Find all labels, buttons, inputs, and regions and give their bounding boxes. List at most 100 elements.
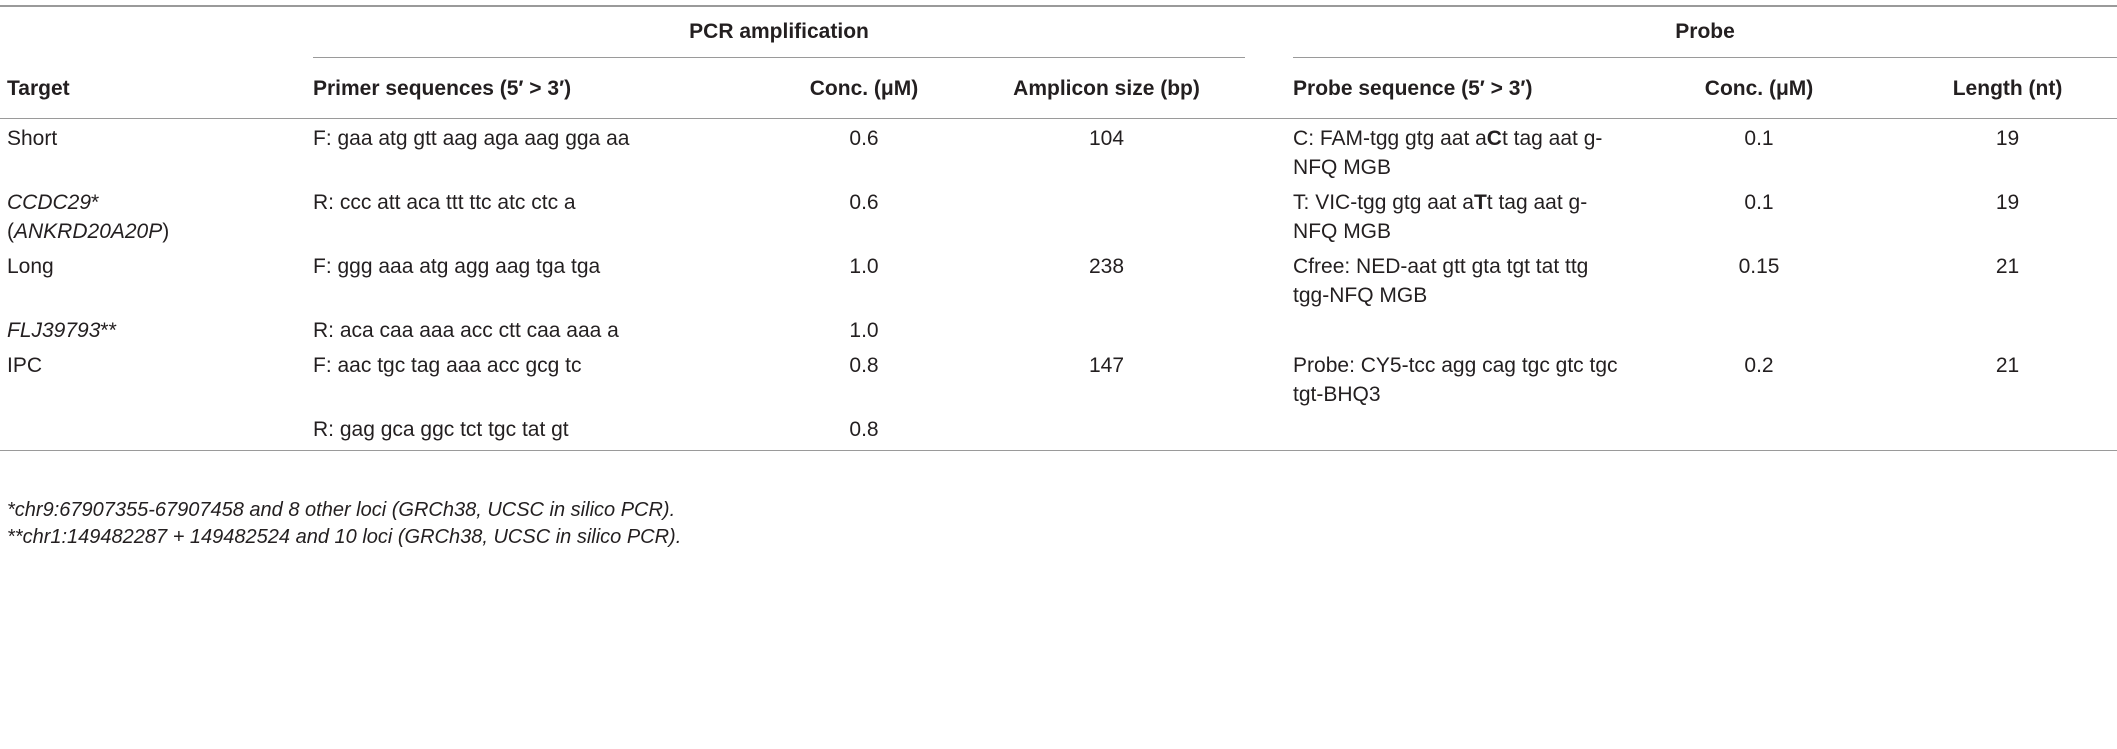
table-cell: FLJ39793** <box>0 311 313 346</box>
text-segment: ANKRD20A20P <box>14 220 163 243</box>
column-header: Conc. (μM) <box>760 58 968 119</box>
cell-text: Probe: CY5-tcc agg cag tgc gtc tgc tgt-B… <box>1293 354 1618 406</box>
text-segment: * ( <box>7 191 100 243</box>
cell-text: 21 <box>1995 255 2020 278</box>
text-segment: CCDC29 <box>7 191 92 214</box>
text-segment: t tag aat g-NFQ MGB <box>1293 191 1588 243</box>
table-cell: T: VIC-tgg gtg aat aTt tag aat g-NFQ MGB <box>1245 183 1620 247</box>
cell-text: Long <box>7 255 54 278</box>
text-segment: ** <box>100 319 117 342</box>
table-cell <box>968 183 1245 247</box>
cell-text: F: gaa atg gtt aag aga aag gga aa <box>313 127 630 150</box>
cell-text: Short <box>7 127 58 150</box>
table-cell: 0.6 <box>760 119 968 184</box>
cell-text: 0.2 <box>1744 354 1774 377</box>
table-cell: 19 <box>1898 183 2117 247</box>
cell-text: CCDC29* (ANKRD20A20P) <box>7 188 212 246</box>
cell-text: T: VIC-tgg gtg aat aTt tag aat g-NFQ MGB <box>1293 188 1618 246</box>
text-segment: t tag aat g-NFQ MGB <box>1293 127 1603 179</box>
footnotes: *chr9:67907355-67907458 and 8 other loci… <box>7 497 681 551</box>
column-header: Length (nt) <box>1898 58 2117 119</box>
cell-text: 1.0 <box>849 319 879 342</box>
table-cell: 0.8 <box>760 346 968 410</box>
table-cell: 1.0 <box>760 247 968 311</box>
table: PCR amplification Probe Target Primer seq… <box>0 5 2117 451</box>
table-cell: 0.1 <box>1620 183 1898 247</box>
cell-text: 21 <box>1995 354 2020 377</box>
table-cell: 0.2 <box>1620 346 1898 410</box>
footnote: *chr9:67907355-67907458 and 8 other loci… <box>7 499 676 521</box>
cell-text: 147 <box>1088 354 1125 377</box>
table-cell: 0.15 <box>1620 247 1898 311</box>
table-row: Long F: ggg aaa atg agg aag tga tga 1.0 238… <box>0 247 2117 311</box>
table-row: CCDC29* (ANKRD20A20P) R: ccc att aca ttt … <box>0 183 2117 247</box>
table-cell: 1.0 <box>760 311 968 346</box>
table-cell: Cfree: NED-aat gtt gta tgt tat ttg tgg-N… <box>1245 247 1620 311</box>
table-cell: R: aca caa aaa acc ctt caa aaa a <box>313 311 760 346</box>
cell-text: 19 <box>1995 127 2020 150</box>
table-cell: Long <box>0 247 313 311</box>
cell-text: 1.0 <box>849 255 879 278</box>
cell-text: 0.6 <box>849 191 879 214</box>
table-row: R: gag gca ggc tct tgc tat gt 0.8 <box>0 410 2117 451</box>
cell-text: R: ccc att aca ttt ttc atc ctc a <box>313 191 576 214</box>
table-cell <box>0 410 313 451</box>
table-cell <box>1620 311 1898 346</box>
group-label: PCR amplification <box>313 7 1246 58</box>
cell-text: 238 <box>1088 255 1125 278</box>
cell-text: F: ggg aaa atg agg aag tga tga <box>313 255 601 278</box>
table-cell: C: FAM-tgg gtg aat aCt tag aat g-NFQ MGB <box>1245 119 1620 184</box>
table-cell: IPC <box>0 346 313 410</box>
column-header: Amplicon size (bp) <box>968 58 1246 119</box>
group-header: Probe <box>1245 6 2117 58</box>
table-cell: 0.6 <box>760 183 968 247</box>
table-cell <box>1620 410 1899 451</box>
column-header: Primer sequences (5′ > 3′) <box>313 58 760 119</box>
table-cell: 147 <box>968 346 1245 410</box>
table-cell: 238 <box>968 247 1245 311</box>
cell-text: FLJ39793** <box>7 316 212 345</box>
empty-header <box>0 6 313 58</box>
group-label: Probe <box>1293 7 2117 58</box>
text-segment: FLJ39793 <box>7 319 101 342</box>
cell-text: C: FAM-tgg gtg aat aCt tag aat g-NFQ MGB <box>1293 124 1618 182</box>
table-cell: 21 <box>1898 346 2117 410</box>
table-row: FLJ39793** R: aca caa aaa acc ctt caa aaa… <box>0 311 2117 346</box>
table-cell <box>968 311 1245 346</box>
group-header: PCR amplification <box>313 6 1246 58</box>
table-cell: 21 <box>1898 247 2117 311</box>
text-segment: ) <box>162 220 170 243</box>
cell-text: 0.15 <box>1738 255 1780 278</box>
cell-text: IPC <box>7 354 43 377</box>
table-cell: 104 <box>968 119 1245 184</box>
table-cell: Probe: CY5-tcc agg cag tgc gtc tgc tgt-B… <box>1245 346 1620 410</box>
cell-text: R: gag gca ggc tct tgc tat gt <box>313 418 569 441</box>
table-cell <box>1245 311 1620 346</box>
table-cell: R: gag gca ggc tct tgc tat gt <box>313 410 760 451</box>
table-cell <box>1898 311 2117 346</box>
text-segment: T: VIC-tgg gtg aat a <box>1293 191 1474 214</box>
cell-text: 19 <box>1995 191 2020 214</box>
table-cell: 0.1 <box>1620 119 1898 184</box>
table-cell: 19 <box>1898 119 2117 184</box>
table-cell: R: ccc att aca ttt ttc atc ctc a <box>313 183 760 247</box>
text-segment: C: FAM-tgg gtg aat a <box>1293 127 1487 150</box>
table-cell <box>1245 410 1621 451</box>
text-segment: C <box>1486 127 1502 150</box>
cell-text: 0.6 <box>849 127 879 150</box>
table-cell: F: ggg aaa atg agg aag tga tga <box>313 247 760 311</box>
table-cell <box>968 410 1246 451</box>
cell-text: 0.8 <box>849 418 879 441</box>
cell-text: 104 <box>1088 127 1125 150</box>
cell-text: 0.1 <box>1744 191 1774 214</box>
table-row: Short F: gaa atg gtt aag aga aag gga aa 0.… <box>0 119 2117 184</box>
column-header: Probe sequence (5′ > 3′) <box>1245 58 1621 119</box>
text-segment: T <box>1473 191 1487 214</box>
table-cell: CCDC29* (ANKRD20A20P) <box>0 183 313 247</box>
cell-text: 0.1 <box>1744 127 1774 150</box>
cell-text: F: aac tgc tag aaa acc gcg tc <box>313 354 582 377</box>
column-header: Target <box>0 58 313 119</box>
cell-text: Cfree: NED-aat gtt gta tgt tat ttg tgg-N… <box>1293 255 1589 307</box>
cell-text: R: aca caa aaa acc ctt caa aaa a <box>313 319 619 342</box>
